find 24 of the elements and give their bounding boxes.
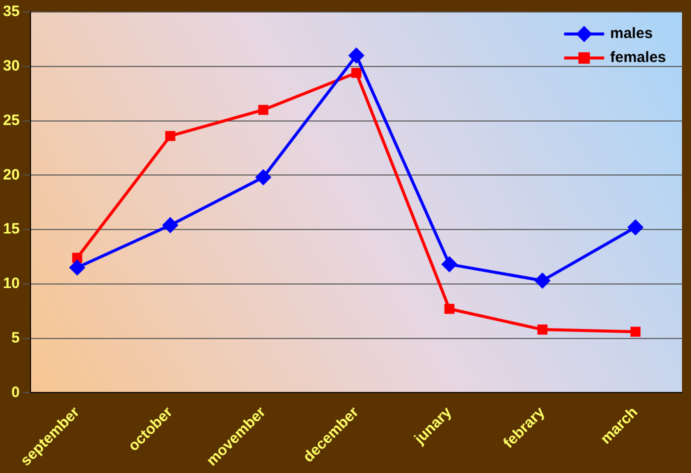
y-tick-label: 30 [2, 58, 20, 75]
point [348, 48, 364, 63]
point [258, 104, 268, 115]
point [534, 273, 550, 288]
legend-label: males [610, 25, 653, 42]
point [256, 170, 271, 185]
y-tick-label: 10 [2, 275, 20, 292]
y-tick-label: 0 [11, 384, 20, 401]
point [165, 130, 176, 142]
legend-label: females [610, 49, 666, 66]
point [628, 220, 643, 235]
point [442, 256, 457, 272]
y-tick-label: 35 [2, 3, 20, 20]
point [351, 68, 362, 78]
point [162, 218, 178, 233]
y-tick-label: 20 [2, 166, 20, 184]
y-tick-label: 25 [2, 112, 20, 129]
point [70, 260, 85, 276]
point [630, 326, 641, 337]
point [537, 324, 548, 335]
point [444, 304, 454, 314]
y-tick-label: 5 [11, 329, 20, 346]
y-tick-label: 15 [2, 220, 20, 238]
point [72, 252, 82, 263]
